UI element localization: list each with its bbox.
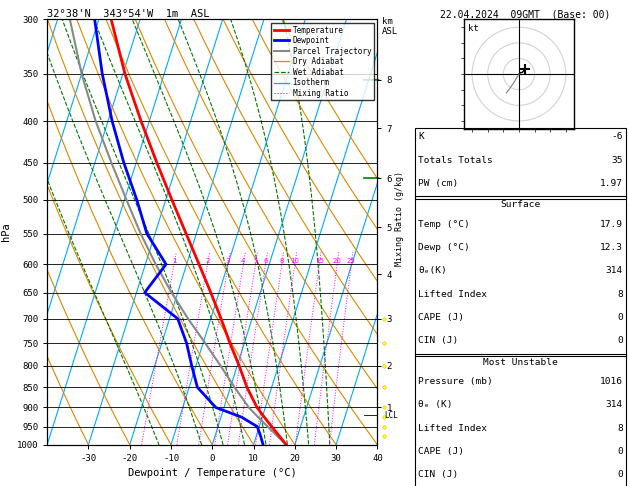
Text: 2: 2: [205, 258, 209, 264]
Text: 20: 20: [333, 258, 342, 264]
Text: 4: 4: [241, 258, 245, 264]
Text: 1: 1: [172, 258, 176, 264]
Text: Most Unstable: Most Unstable: [483, 358, 558, 366]
Text: CIN (J): CIN (J): [418, 336, 459, 345]
Text: Temp (°C): Temp (°C): [418, 220, 470, 228]
Text: LCL: LCL: [384, 411, 398, 420]
Text: K: K: [418, 132, 424, 141]
Text: km
ASL: km ASL: [382, 17, 398, 35]
Text: Mixing Ratio (g/kg): Mixing Ratio (g/kg): [395, 171, 404, 266]
Text: 0: 0: [617, 336, 623, 345]
Text: 0: 0: [617, 447, 623, 456]
Text: θₑ(K): θₑ(K): [418, 266, 447, 275]
Text: 17.9: 17.9: [599, 220, 623, 228]
Text: 8: 8: [617, 424, 623, 433]
Text: 22.04.2024  09GMT  (Base: 00): 22.04.2024 09GMT (Base: 00): [440, 10, 610, 20]
Text: 15: 15: [315, 258, 324, 264]
Text: 6: 6: [264, 258, 268, 264]
Text: 314: 314: [606, 400, 623, 409]
Text: Dewp (°C): Dewp (°C): [418, 243, 470, 252]
Text: Pressure (mb): Pressure (mb): [418, 377, 493, 386]
Text: 8: 8: [280, 258, 284, 264]
Text: 12.3: 12.3: [599, 243, 623, 252]
Text: 1.97: 1.97: [599, 179, 623, 188]
Text: 35: 35: [611, 156, 623, 165]
Text: 5: 5: [253, 258, 258, 264]
Text: 8: 8: [617, 290, 623, 298]
Text: 32°38'N  343°54'W  1m  ASL: 32°38'N 343°54'W 1m ASL: [47, 9, 209, 18]
Y-axis label: hPa: hPa: [1, 223, 11, 242]
Text: Surface: Surface: [501, 200, 540, 209]
Legend: Temperature, Dewpoint, Parcel Trajectory, Dry Adiabat, Wet Adiabat, Isotherm, Mi: Temperature, Dewpoint, Parcel Trajectory…: [271, 23, 374, 100]
Text: Lifted Index: Lifted Index: [418, 424, 487, 433]
Text: CAPE (J): CAPE (J): [418, 447, 464, 456]
Text: CAPE (J): CAPE (J): [418, 313, 464, 322]
Text: θₑ (K): θₑ (K): [418, 400, 453, 409]
Text: Totals Totals: Totals Totals: [418, 156, 493, 165]
Text: kt: kt: [467, 24, 478, 33]
Text: 25: 25: [347, 258, 355, 264]
Text: Lifted Index: Lifted Index: [418, 290, 487, 298]
Text: 10: 10: [291, 258, 299, 264]
Text: 1016: 1016: [599, 377, 623, 386]
Text: 314: 314: [606, 266, 623, 275]
Text: -6: -6: [611, 132, 623, 141]
Text: 3: 3: [226, 258, 230, 264]
Text: PW (cm): PW (cm): [418, 179, 459, 188]
Text: 0: 0: [617, 470, 623, 479]
Text: 0: 0: [617, 313, 623, 322]
X-axis label: Dewpoint / Temperature (°C): Dewpoint / Temperature (°C): [128, 469, 297, 478]
Text: CIN (J): CIN (J): [418, 470, 459, 479]
